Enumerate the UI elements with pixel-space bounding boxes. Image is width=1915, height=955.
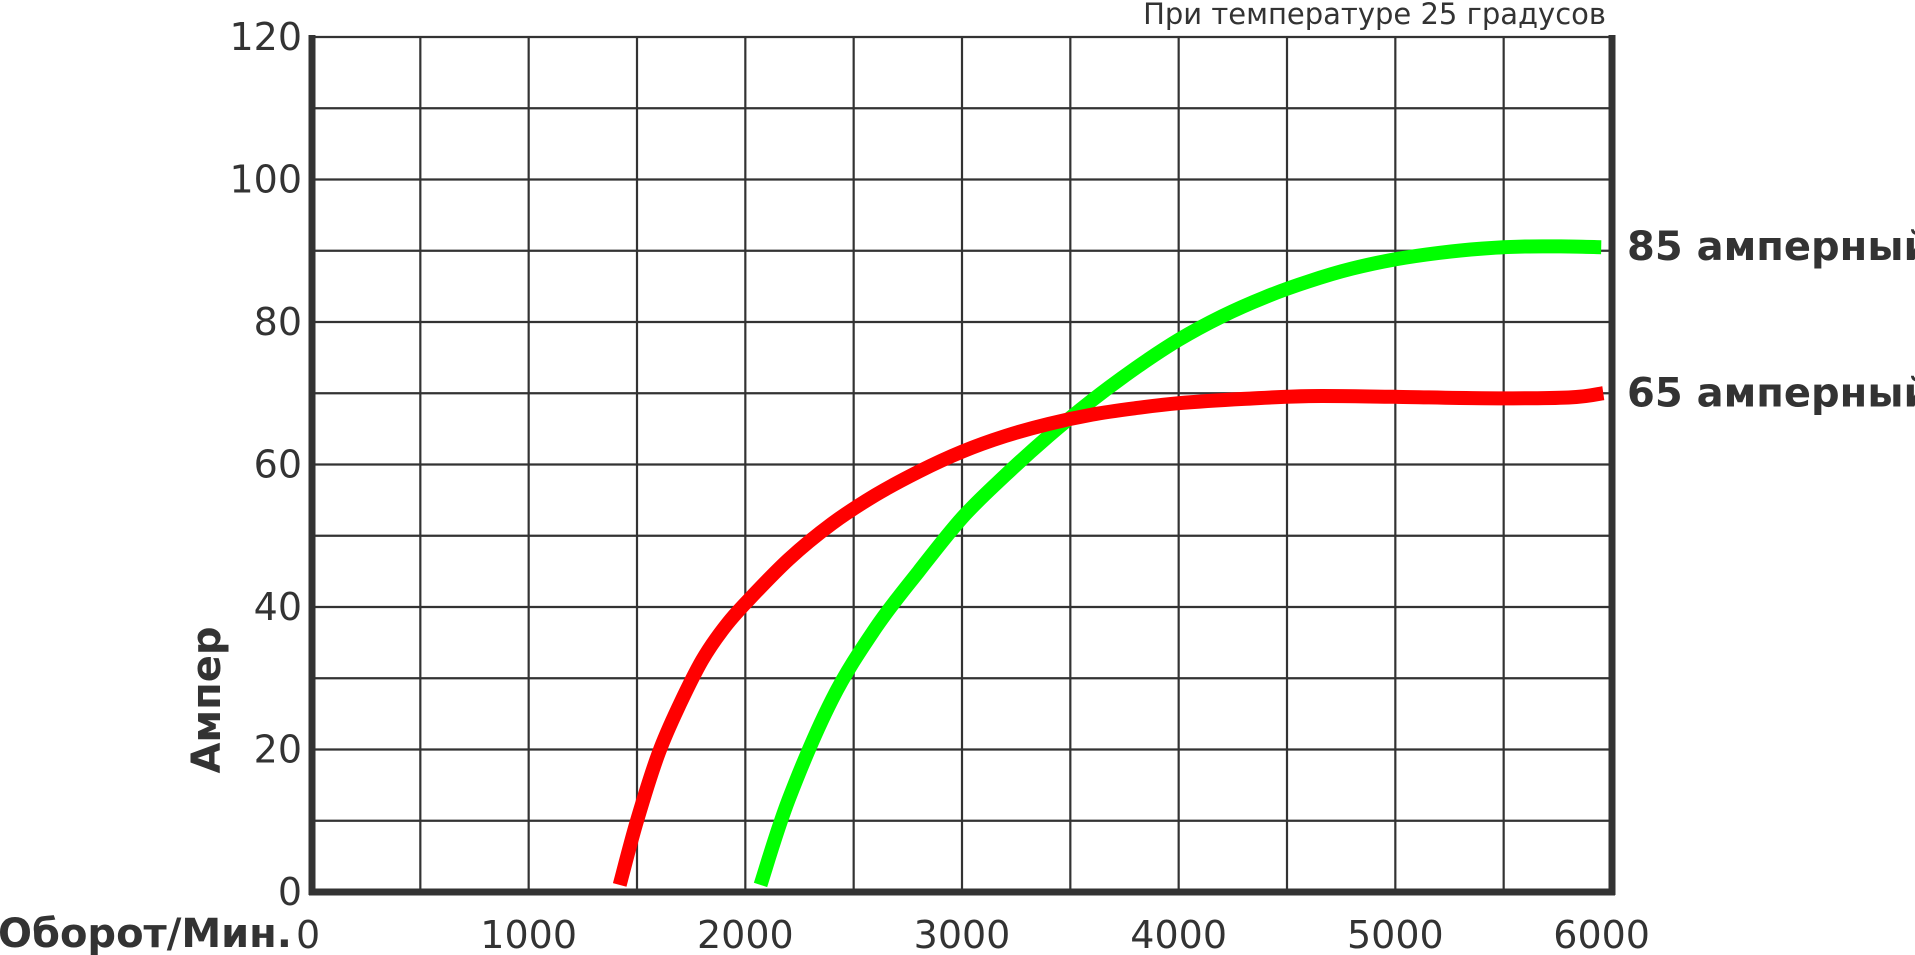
series-line-2 bbox=[612, 386, 1605, 887]
series-line-1 bbox=[753, 239, 1602, 888]
y-tick-label: 60 bbox=[254, 443, 302, 487]
x-tick-label: 0 bbox=[296, 913, 320, 955]
series-label-2: 65 амперный bbox=[1627, 370, 1915, 416]
x-tick-label: 1000 bbox=[480, 913, 577, 955]
x-tick-label: 6000 bbox=[1553, 913, 1650, 955]
x-tick-label: 2000 bbox=[697, 913, 794, 955]
y-tick-label: 20 bbox=[254, 728, 302, 772]
y-tick-label: 0 bbox=[278, 870, 302, 914]
tick-labels: 0 20 40 60 80 100 120 0 1000 2000 3000 4000 5000 6000 bbox=[229, 15, 1650, 955]
x-tick-label: 5000 bbox=[1347, 913, 1444, 955]
y-tick-label: 40 bbox=[254, 585, 302, 629]
y-tick-label: 80 bbox=[254, 300, 302, 344]
x-tick-label: 3000 bbox=[914, 913, 1011, 955]
series-group bbox=[612, 239, 1605, 888]
y-axis-title: Ампер bbox=[184, 626, 230, 773]
series-label-1: 85 амперный bbox=[1627, 224, 1915, 270]
x-axis-title: Оборот/Мин. bbox=[0, 911, 292, 955]
y-tick-label: 100 bbox=[229, 158, 302, 202]
x-tick-label: 4000 bbox=[1130, 913, 1227, 955]
chart-subtitle: При температуре 25 градусов bbox=[1143, 0, 1606, 31]
grid bbox=[310, 35, 1614, 894]
axes bbox=[308, 35, 1616, 896]
y-tick-label: 120 bbox=[229, 15, 302, 59]
